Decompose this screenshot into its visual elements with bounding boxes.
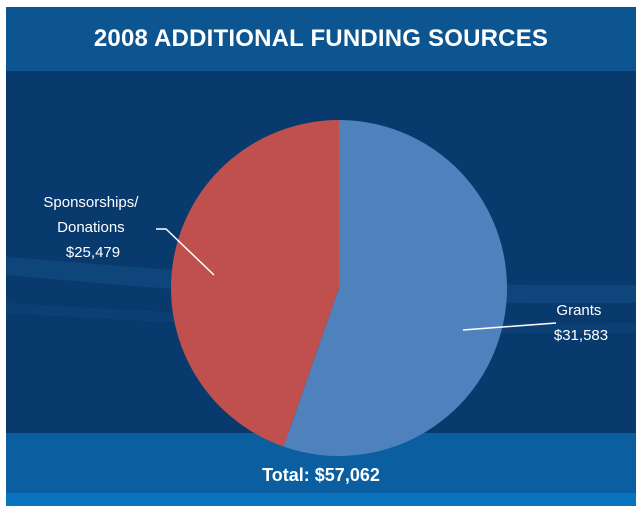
leader-line	[462, 322, 557, 331]
slice-label-line: Sponsorships/ Donations $25,479	[43, 194, 142, 261]
pie-slice-sponsorships-donations	[171, 120, 339, 447]
slice-label-line: Grants $31,583	[554, 302, 608, 344]
chart-header: 2008 ADDITIONAL FUNDING SOURCES	[6, 7, 636, 71]
total-label: Total: $57,062	[262, 465, 380, 485]
slice-label-grants: Grants $31,583	[462, 302, 608, 344]
slice-label-line-2: Donations	[57, 219, 125, 236]
pie-chart: Sponsorships/ Donations $25,479 Grants $…	[6, 119, 636, 456]
slice-value-label: $25,479	[66, 244, 120, 261]
pie-slice-grants	[283, 119, 508, 456]
slice-label-sponsorships: Sponsorships/ Donations $25,479	[43, 194, 215, 276]
slice-label-line-1: Grants	[556, 302, 601, 319]
chart-title: 2008 ADDITIONAL FUNDING SOURCES	[93, 25, 549, 52]
slice-label-line-1: Sponsorships/	[43, 194, 139, 211]
slice-value-label: $31,583	[554, 327, 608, 344]
footer-strip	[6, 493, 636, 506]
pie-slices	[171, 119, 508, 456]
leader-line	[156, 228, 215, 276]
chart-frame: 2008 ADDITIONAL FUNDING SOURCES Total: $…	[6, 7, 636, 506]
